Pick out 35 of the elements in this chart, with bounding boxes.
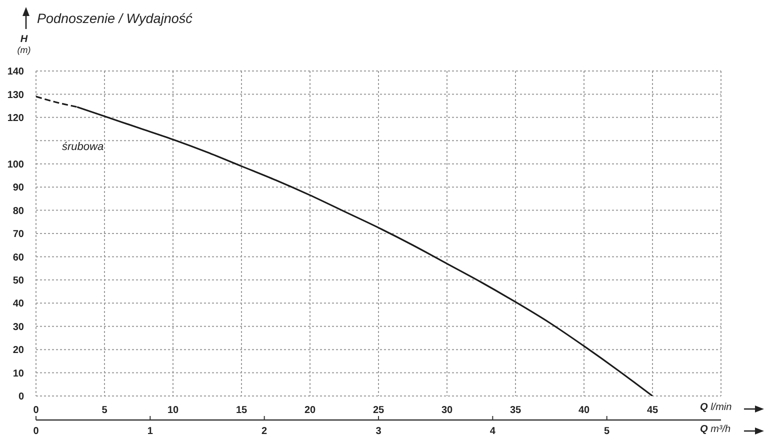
x2-tick-label: 2 bbox=[262, 426, 268, 437]
y-tick-label: 30 bbox=[12, 322, 24, 333]
y-tick-label: 130 bbox=[7, 90, 24, 101]
y-tick-label: 70 bbox=[12, 229, 24, 240]
y-tick-label: 60 bbox=[12, 252, 24, 264]
x-tick-label: 35 bbox=[510, 405, 522, 416]
x2-tick-label: 4 bbox=[490, 426, 496, 437]
x-tick-label: 10 bbox=[167, 405, 179, 416]
x-tick-label: 5 bbox=[102, 405, 108, 416]
y-tick-label: 100 bbox=[7, 159, 24, 170]
y-tick-label: 80 bbox=[12, 206, 24, 217]
y-tick-label: 0 bbox=[18, 392, 24, 403]
y-tick-label: 120 bbox=[7, 112, 24, 124]
x2-axis-title: Q m³/h bbox=[700, 424, 731, 435]
x-tick-label: 45 bbox=[646, 405, 658, 416]
y-tick-label: 140 bbox=[7, 66, 24, 78]
y-axis-title: H (m) bbox=[16, 34, 32, 56]
chart-title: Podnoszenie / Wydajność bbox=[37, 11, 192, 26]
y-tick-label: 20 bbox=[12, 345, 24, 356]
text: śrubowa bbox=[62, 141, 104, 153]
y-tick-label: 10 bbox=[12, 368, 24, 380]
y-tick-label: 90 bbox=[12, 182, 24, 194]
x-axis-title: Q l/min bbox=[700, 402, 732, 413]
x2-tick-label: 5 bbox=[604, 426, 610, 437]
x-tick-label: 25 bbox=[372, 405, 384, 416]
y-tick-label: 50 bbox=[12, 275, 24, 286]
x2-tick-label: 1 bbox=[147, 426, 154, 437]
x-tick-label: 0 bbox=[33, 405, 40, 416]
x2-tick-label: 3 bbox=[376, 426, 382, 437]
x-tick-label: 20 bbox=[304, 405, 316, 416]
x-tick-label: 30 bbox=[441, 405, 453, 416]
x-tick-label: 15 bbox=[236, 405, 248, 416]
x-tick-label: 40 bbox=[578, 405, 590, 416]
y-tick-label: 40 bbox=[12, 298, 24, 310]
x2-tick-label: 0 bbox=[33, 426, 40, 437]
